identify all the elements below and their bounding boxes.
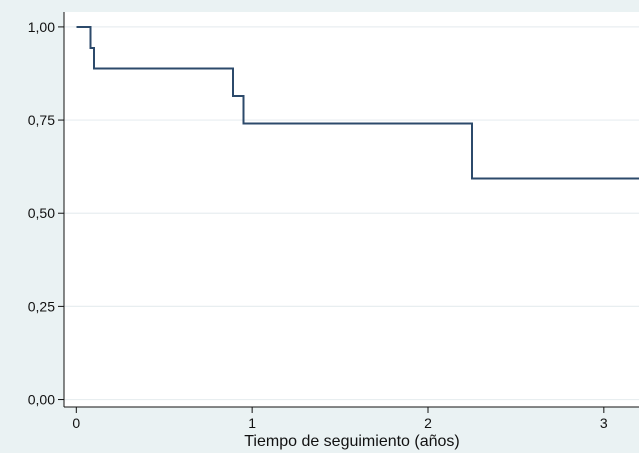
y-ticks: 0,00 0,25 0,50 0,75 1,00 — [28, 19, 64, 408]
x-tick-label-1: 1 — [248, 415, 256, 431]
x-tick-label-0: 0 — [72, 415, 80, 431]
y-tick-label-1: 0,25 — [28, 298, 55, 314]
y-tick-label-0: 0,00 — [28, 392, 55, 408]
y-tick-label-2: 0,50 — [28, 205, 55, 221]
x-tick-label-3: 3 — [600, 415, 608, 431]
y-tick-label-3: 0,75 — [28, 112, 55, 128]
series-layer — [76, 25, 639, 180]
gridlines — [64, 26, 639, 401]
plot-area — [64, 12, 639, 407]
survival-curve-0 — [76, 25, 639, 180]
y-tick-label-4: 1,00 — [28, 19, 55, 35]
x-ticks: 0 1 2 3 — [72, 407, 608, 431]
x-axis-title: Tiempo de seguimiento (años) — [244, 433, 460, 450]
x-tick-label-2: 2 — [424, 415, 432, 431]
